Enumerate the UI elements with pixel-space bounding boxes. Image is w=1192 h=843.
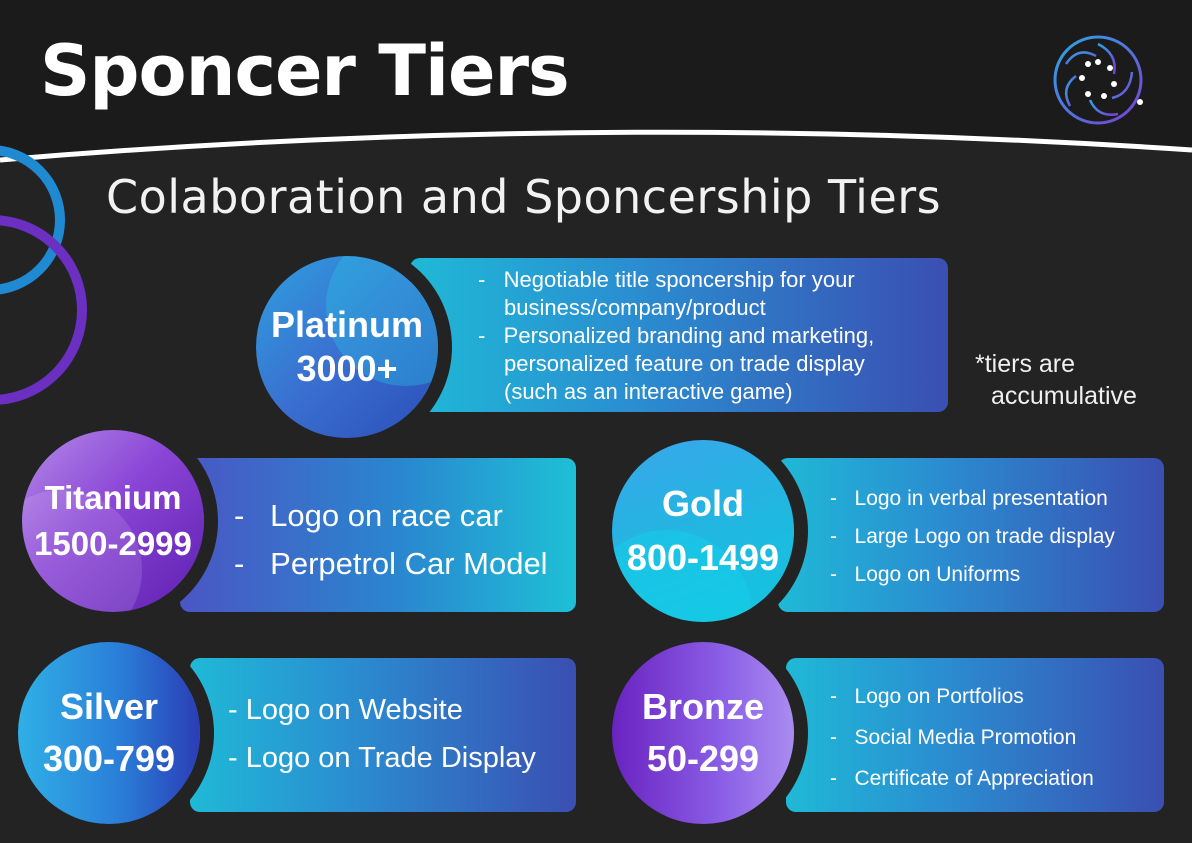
benefit-item: - Logo in verbal presentation bbox=[830, 487, 1108, 510]
tier-badge-titanium: Titanium 1500-2999 bbox=[22, 430, 204, 612]
benefit-list: - Logo on Website - Logo on Trade Displa… bbox=[228, 686, 536, 782]
decorative-rings bbox=[0, 145, 87, 405]
tier-badge-silver: Silver 300-799 bbox=[18, 642, 200, 824]
page-subtitle: Colaboration and Sponcership Tiers bbox=[106, 170, 942, 224]
benefit-item: - Personalized branding and marketing, bbox=[478, 323, 875, 348]
tier-range: 50-299 bbox=[646, 738, 760, 779]
tier-name: Platinum bbox=[270, 304, 423, 345]
benefit-item: - Logo on Uniforms bbox=[830, 563, 1021, 586]
benefit-list: - Logo on race car - Perpetrol Car Model bbox=[234, 492, 548, 588]
dotted-ring-logo-icon bbox=[1053, 35, 1143, 125]
tier-card-bronze: - Logo on Portfolios - Social Media Prom… bbox=[786, 658, 1164, 812]
page-title: Sponcer Tiers bbox=[40, 30, 570, 112]
benefit-list: - Negotiable title sponcership for your … bbox=[478, 266, 874, 406]
note-line-2: accumulative bbox=[991, 382, 1137, 410]
benefit-item: business/company/product bbox=[504, 295, 766, 320]
tier-name: Titanium bbox=[44, 479, 182, 516]
tier-badge-bronze: Bronze 50-299 bbox=[612, 642, 794, 824]
benefit-item: - Social Media Promotion bbox=[830, 726, 1077, 749]
tier-card-gold: - Logo in verbal presentation - Large Lo… bbox=[778, 458, 1164, 612]
benefit-item: - Logo on race car bbox=[234, 498, 503, 533]
benefit-item: - Large Logo on trade display bbox=[830, 525, 1115, 548]
tier-name: Bronze bbox=[641, 686, 764, 727]
benefit-item: - Perpetrol Car Model bbox=[234, 546, 548, 581]
tiers-note: *tiers are accumulative bbox=[975, 348, 1137, 412]
benefit-item: (such as an interactive game) bbox=[504, 379, 793, 404]
benefit-list: - Logo in verbal presentation - Large Lo… bbox=[830, 480, 1115, 594]
tier-card-platinum: - Negotiable title sponcership for your … bbox=[410, 258, 948, 412]
note-line-1: *tiers are bbox=[975, 350, 1076, 378]
tier-name: Gold bbox=[662, 483, 744, 524]
benefit-item: personalized feature on trade display bbox=[504, 351, 865, 376]
tier-name: Silver bbox=[59, 686, 159, 727]
tier-card-silver: - Logo on Website - Logo on Trade Displa… bbox=[190, 658, 576, 812]
benefit-item: - Logo on Portfolios bbox=[830, 685, 1024, 708]
tier-range: 1500-2999 bbox=[34, 525, 192, 562]
benefit-item: - Logo on Trade Display bbox=[228, 742, 536, 774]
tier-badge-gold: Gold 800-1499 bbox=[612, 440, 794, 622]
tier-badge-platinum: Platinum 3000+ bbox=[256, 256, 438, 438]
tier-card-titanium: - Logo on race car - Perpetrol Car Model bbox=[180, 458, 576, 612]
tier-range: 3000+ bbox=[296, 348, 398, 389]
tier-range: 800-1499 bbox=[626, 537, 780, 578]
benefit-item: - Logo on Website bbox=[228, 694, 463, 726]
benefit-item: - Certificate of Appreciation bbox=[830, 767, 1094, 790]
tier-range: 300-799 bbox=[42, 738, 176, 779]
benefit-item: - Negotiable title sponcership for your bbox=[478, 267, 855, 292]
benefit-list: - Logo on Portfolios - Social Media Prom… bbox=[830, 676, 1094, 799]
header-curve-divider bbox=[0, 129, 1192, 180]
